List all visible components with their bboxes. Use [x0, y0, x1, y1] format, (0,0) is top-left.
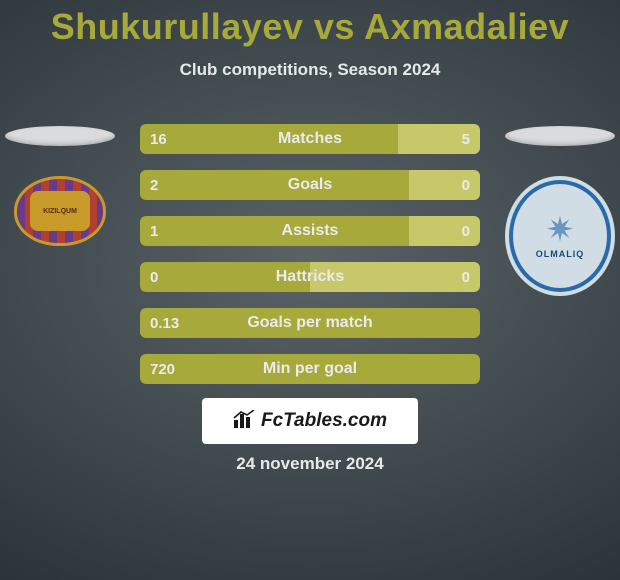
crest-left: KIZILQUM [14, 176, 106, 246]
stat-bar-left [140, 308, 480, 338]
stat-value-left: 16 [150, 124, 167, 154]
player-right-column: ✷ OLMALIQ [500, 100, 620, 296]
stat-bar-left [140, 216, 409, 246]
stat-value-right: 0 [462, 170, 470, 200]
stat-row: Goals20 [140, 170, 480, 200]
stat-bars: Matches165Goals20Assists10Hattricks00Goa… [140, 124, 480, 400]
comparison-card: Shukurullayev vs Axmadaliev Club competi… [0, 0, 620, 580]
stat-value-right: 0 [462, 216, 470, 246]
page-title: Shukurullayev vs Axmadaliev [0, 6, 620, 48]
crest-left-label: KIZILQUM [30, 191, 90, 231]
crest-right: ✷ OLMALIQ [505, 176, 615, 296]
stat-value-right: 0 [462, 262, 470, 292]
star-icon: ✷ [546, 213, 575, 247]
stat-row: Min per goal720 [140, 354, 480, 384]
shadow-ellipse-right [505, 126, 615, 146]
stat-bar-left [140, 262, 310, 292]
stat-value-left: 0.13 [150, 308, 179, 338]
bars-icon [233, 410, 255, 433]
stat-bar-left [140, 170, 409, 200]
stat-row: Hattricks00 [140, 262, 480, 292]
stat-bar-right [310, 262, 480, 292]
stat-row: Matches165 [140, 124, 480, 154]
stat-bar-left [140, 124, 398, 154]
stat-value-left: 1 [150, 216, 158, 246]
page-subtitle: Club competitions, Season 2024 [0, 60, 620, 80]
stat-value-right: 5 [462, 124, 470, 154]
stat-row: Assists10 [140, 216, 480, 246]
stat-bar-left [140, 354, 480, 384]
stat-row: Goals per match0.13 [140, 308, 480, 338]
date-label: 24 november 2024 [0, 454, 620, 474]
stat-value-left: 0 [150, 262, 158, 292]
fctables-badge: FcTables.com [202, 398, 418, 444]
stat-value-left: 2 [150, 170, 158, 200]
crest-right-label: OLMALIQ [536, 249, 585, 259]
stat-value-left: 720 [150, 354, 175, 384]
fctables-label: FcTables.com [261, 410, 387, 432]
player-left-column: KIZILQUM [0, 100, 120, 246]
shadow-ellipse-left [5, 126, 115, 146]
